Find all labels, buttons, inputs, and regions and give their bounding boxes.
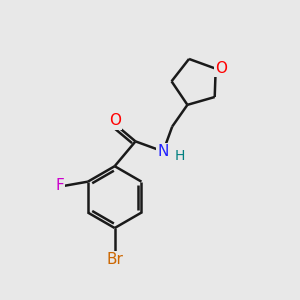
- Text: H: H: [174, 149, 184, 163]
- Text: Br: Br: [106, 252, 123, 267]
- Text: O: O: [215, 61, 227, 76]
- Text: N: N: [158, 144, 169, 159]
- Text: F: F: [55, 178, 64, 194]
- Text: O: O: [109, 113, 121, 128]
